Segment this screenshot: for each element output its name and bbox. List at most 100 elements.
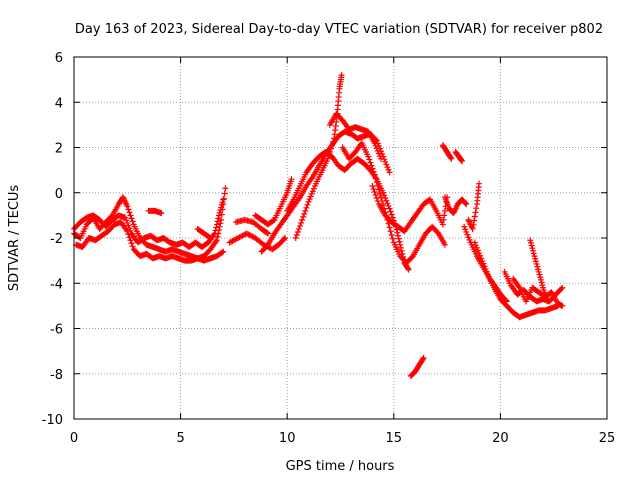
axis-ticks: 0 5 10 15 20 25 -10 -8 -6 -4 -2 0 2 4 6 — [42, 51, 616, 446]
data-track — [439, 142, 455, 162]
data-point — [375, 186, 382, 193]
data-point — [293, 231, 300, 238]
data-point — [388, 211, 395, 218]
data-point — [378, 194, 385, 201]
data-point — [126, 234, 133, 241]
data-point — [530, 250, 537, 257]
data-point — [368, 162, 375, 169]
data-point — [126, 225, 133, 232]
data-point — [374, 147, 381, 154]
data-point — [384, 200, 391, 207]
data-point — [461, 223, 468, 230]
data-point — [373, 195, 380, 202]
data-point — [219, 199, 226, 206]
data-track — [292, 72, 345, 241]
data-track — [441, 194, 470, 217]
data-point — [366, 156, 373, 163]
data-point — [559, 302, 566, 309]
data-track — [465, 180, 483, 232]
data-point — [127, 237, 134, 244]
data-point — [128, 215, 135, 222]
data-point — [304, 201, 311, 208]
data-point — [529, 245, 536, 252]
data-point — [395, 232, 402, 239]
data-point — [389, 214, 396, 221]
data-track — [71, 196, 227, 251]
data-point — [471, 239, 478, 246]
data-point — [470, 221, 477, 228]
y-tick-label: 4 — [55, 96, 63, 111]
data-point — [214, 218, 221, 225]
data-point — [530, 247, 537, 254]
data-track — [71, 185, 229, 262]
data-point — [459, 158, 466, 165]
data-point — [270, 217, 277, 224]
data-point — [531, 253, 538, 260]
data-point — [538, 279, 545, 286]
data-point — [378, 155, 385, 162]
data-point — [386, 224, 393, 231]
data-point — [441, 212, 448, 219]
data-point — [299, 216, 306, 223]
data-point — [371, 188, 378, 195]
data-point — [265, 230, 272, 237]
data-point — [558, 285, 565, 292]
data-point — [385, 202, 392, 209]
data-point — [123, 217, 130, 224]
data-point — [381, 192, 388, 199]
data-point — [282, 235, 289, 241]
data-point — [288, 176, 295, 183]
y-tick-label: -6 — [50, 323, 63, 338]
data-track — [452, 149, 466, 165]
data-point — [124, 203, 131, 210]
data-point — [469, 225, 476, 232]
y-axis-label: SDTVAR / TECUs — [7, 185, 22, 292]
y-tick-label: 2 — [55, 142, 63, 157]
data-point — [395, 235, 402, 242]
data-point — [217, 207, 224, 214]
y-tick-label: -10 — [42, 413, 63, 428]
data-point — [302, 207, 309, 214]
data-point — [382, 195, 389, 202]
data-track — [527, 237, 551, 305]
data-point — [464, 231, 471, 238]
data-point — [479, 258, 486, 265]
data-point — [370, 185, 377, 192]
data-point — [471, 217, 478, 224]
data-point — [397, 241, 404, 248]
data-point — [462, 200, 469, 207]
data-point — [476, 250, 483, 257]
data-point — [537, 276, 544, 283]
data-point — [396, 238, 403, 245]
data-track — [226, 230, 289, 253]
data-point — [394, 229, 401, 236]
data-point — [376, 153, 383, 160]
data-point — [292, 235, 299, 241]
data-point — [380, 189, 387, 196]
data-point — [330, 138, 337, 145]
data-point — [376, 190, 383, 197]
data-point — [328, 142, 335, 149]
data-point — [369, 165, 376, 172]
data-point — [307, 193, 314, 200]
data-point — [215, 212, 222, 219]
data-point — [374, 198, 381, 205]
data-point — [300, 213, 307, 220]
data-point — [125, 206, 132, 213]
data-point — [483, 268, 490, 275]
data-point — [389, 235, 396, 242]
data-point — [447, 154, 454, 161]
data-point — [398, 247, 405, 254]
data-point — [213, 221, 220, 228]
data-point — [405, 265, 412, 272]
x-tick-label: 15 — [386, 431, 403, 446]
data-track — [73, 219, 227, 264]
data-point — [216, 209, 223, 216]
data-point — [375, 150, 382, 157]
data-point — [380, 201, 387, 208]
data-point — [370, 168, 377, 175]
data-point — [308, 190, 315, 197]
data-track — [407, 354, 427, 380]
data-track — [145, 207, 165, 217]
